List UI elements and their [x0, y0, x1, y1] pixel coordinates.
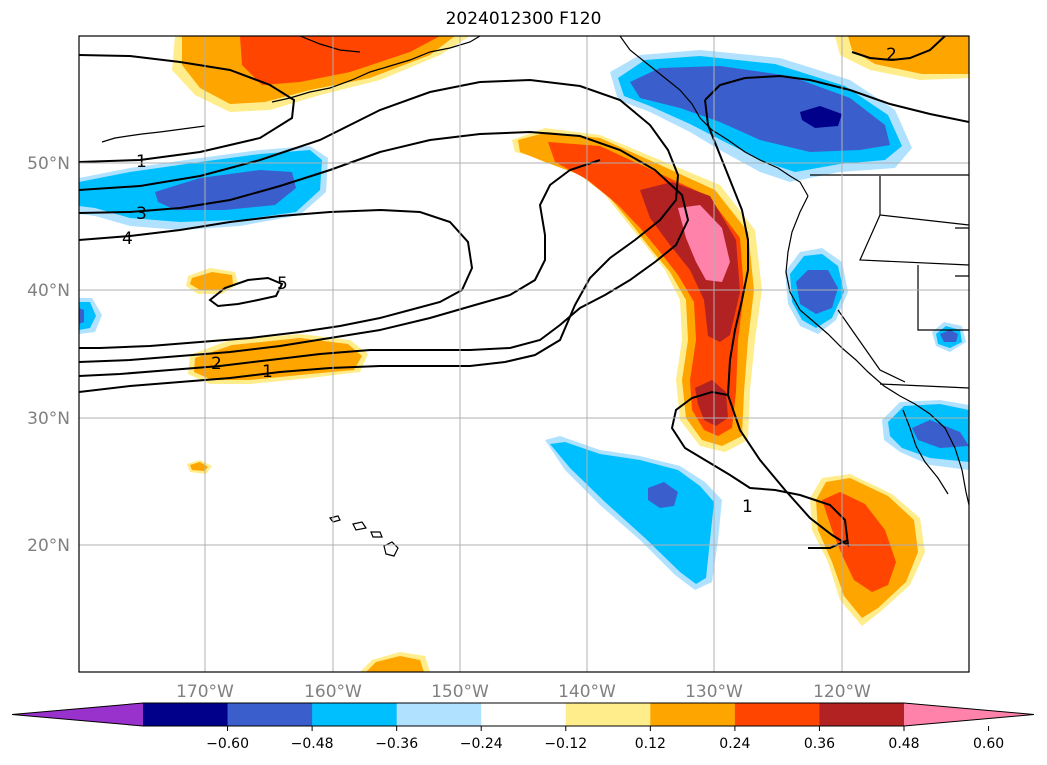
hawaii-islands [328, 515, 399, 557]
colorbar: −0.60 −0.48 −0.36 −0.24 −0.12 0.12 0.24 0.36 0.4… [11, 702, 1035, 752]
contour-label: 2 [211, 354, 222, 374]
positive-region-bottom [360, 652, 430, 672]
colorbar-segment [819, 703, 905, 726]
lon-label: 140°W [558, 682, 616, 702]
lon-label: 130°W [685, 682, 743, 702]
colorbar-outline [11, 702, 1035, 727]
contour-labels: 1 3 4 5 2 1 1 2 [122, 45, 897, 517]
colorbar-label: −0.12 [544, 736, 587, 752]
colorbar-label: 0.48 [888, 736, 919, 752]
contour-label: 3 [136, 204, 147, 224]
colorbar-segment [904, 703, 1034, 726]
colorbar-segment [481, 703, 567, 726]
negative-region-left-edge [79, 298, 102, 334]
positive-region-bering [172, 36, 470, 112]
colorbar-segment [396, 703, 482, 726]
colorbar-label: 0.36 [804, 736, 835, 752]
colorbar-segment [565, 703, 651, 726]
colorbar-segment [312, 703, 398, 726]
colorbar-segment [143, 703, 229, 726]
lat-label: 40°N [27, 281, 70, 301]
lon-label: 150°W [431, 682, 489, 702]
positive-region-atmospheric-river [512, 128, 762, 452]
longitude-labels: 170°W 160°W 150°W 140°W 130°W 120°W [176, 682, 871, 702]
coastlines [101, 36, 969, 506]
contour-lines [79, 36, 969, 549]
lon-label: 170°W [176, 682, 234, 702]
colorbar-segment [650, 703, 736, 726]
lat-label: 20°N [27, 536, 70, 556]
negative-region-gulf-of-alaska [610, 50, 912, 182]
shaded-fields [79, 36, 969, 672]
colorbar-segment [734, 703, 820, 726]
contour-label: 1 [136, 152, 147, 172]
colorbar-label: −0.60 [206, 736, 249, 752]
latitude-labels: 50°N 40°N 30°N 20°N [27, 154, 70, 556]
contour-label: 5 [277, 274, 288, 294]
colorbar-label: −0.24 [460, 736, 503, 752]
colorbar-label: 0.24 [719, 736, 750, 752]
colorbar-label: 0.60 [973, 736, 1004, 752]
contour-label: 1 [742, 497, 753, 517]
lon-label: 120°W [813, 682, 871, 702]
lat-label: 30°N [27, 409, 70, 429]
colorbar-segment [227, 703, 313, 726]
negative-region-central-pacific [79, 146, 328, 230]
colorbar-label: −0.48 [291, 736, 334, 752]
map-frame [78, 35, 970, 673]
negative-region-california [785, 248, 966, 352]
colorbar-segment [12, 703, 143, 726]
contour-label: 2 [886, 45, 897, 65]
colorbar-label: −0.36 [375, 736, 418, 752]
colorbar-label: 0.12 [635, 736, 666, 752]
negative-region-subtropical [545, 436, 722, 590]
gridlines [79, 36, 969, 672]
contour-label: 1 [262, 362, 273, 382]
contour-label: 4 [122, 229, 133, 249]
lat-label: 50°N [27, 154, 70, 174]
lon-label: 160°W [304, 682, 362, 702]
map-title: 2024012300 F120 [445, 9, 602, 29]
